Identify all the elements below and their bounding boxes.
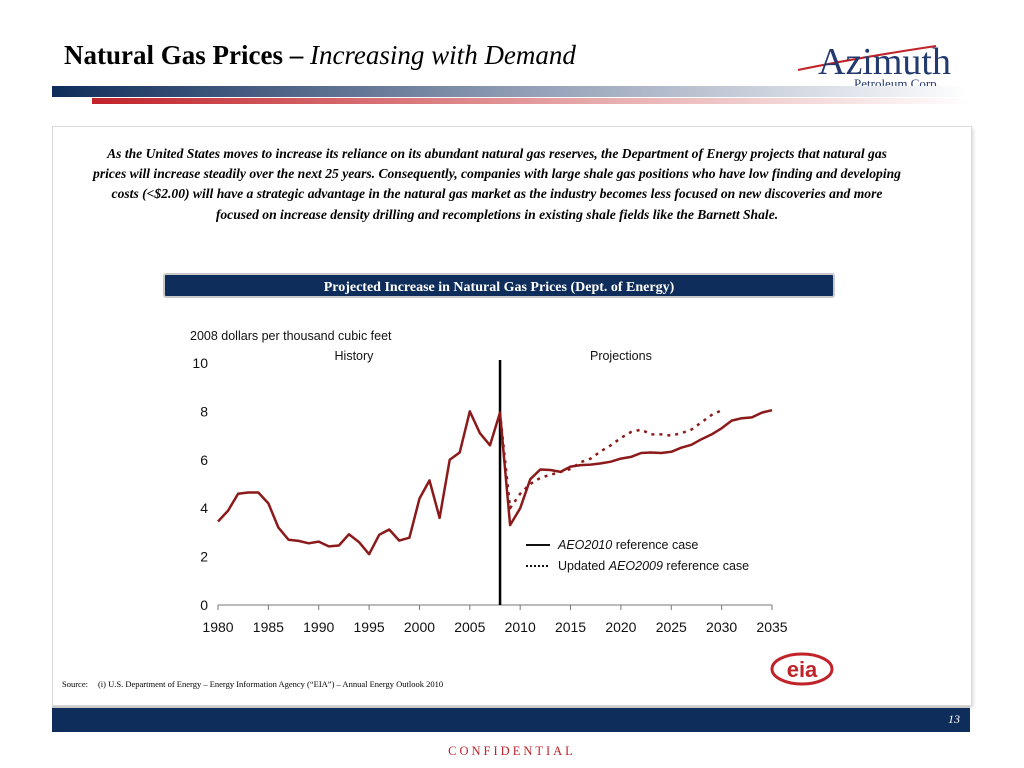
x-tick-label: 2010	[505, 619, 536, 635]
content-panel	[52, 126, 972, 706]
x-tick-label: 1995	[354, 619, 385, 635]
legend-entry-suffix: reference case	[663, 559, 749, 573]
series-aeo2009-line	[498, 409, 723, 510]
x-tick-label: 2015	[555, 619, 586, 635]
legend-entry-name: AEO2010	[557, 538, 612, 552]
chart-header: Projected Increase in Natural Gas Prices…	[163, 273, 835, 298]
source-text: (i) U.S. Department of Energy – Energy I…	[97, 679, 444, 689]
y-tick-label: 10	[192, 355, 208, 371]
y-tick-label: 6	[200, 452, 208, 468]
title-subtitle: Increasing with Demand	[309, 40, 576, 70]
x-tick-label: 2000	[404, 619, 435, 635]
logo-swoosh	[797, 45, 937, 71]
x-tick-label: 2030	[706, 619, 737, 635]
series-aeo2010-line	[217, 408, 773, 556]
eia-logo: eia	[770, 652, 834, 686]
header-gradient-rule	[52, 86, 972, 104]
gas-price-chart: 2008 dollars per thousand cubic feet Hist…	[190, 329, 788, 635]
source-label: Source:	[62, 679, 88, 689]
slide-title: Natural Gas Prices – Increasing with Dem…	[64, 40, 576, 71]
intro-paragraph: As the United States moves to increase i…	[93, 146, 901, 222]
x-tick-label: 2025	[656, 619, 687, 635]
legend-entry-suffix: reference case	[612, 538, 698, 552]
legend-entry-prefix: Updated	[558, 559, 609, 573]
x-tick-label: 1980	[202, 619, 233, 635]
source-note: Source: (i) U.S. Department of Energy – E…	[62, 679, 453, 689]
page-number: 13	[948, 712, 960, 726]
confidential-label: CONFIDENTIAL	[448, 744, 576, 758]
logo-name: Azimuth	[818, 41, 951, 83]
region-label-history: History	[335, 349, 375, 363]
legend-entry: AEO2010 reference case	[557, 538, 698, 552]
eia-logo-text: eia	[787, 657, 818, 682]
y-tick-label: 4	[200, 500, 208, 516]
x-tick-label: 2005	[454, 619, 485, 635]
x-tick-label: 2020	[605, 619, 636, 635]
x-tick-label: 1985	[253, 619, 284, 635]
y-tick-label: 8	[200, 403, 208, 419]
y-tick-label: 2	[200, 549, 208, 565]
x-tick-label: 1990	[303, 619, 334, 635]
region-label-projections: Projections	[590, 349, 652, 363]
y-tick-label: 0	[200, 597, 208, 613]
x-tick-label: 2035	[756, 619, 787, 635]
footer-bar: 13	[52, 706, 970, 732]
title-main: Natural Gas Prices –	[64, 40, 304, 70]
eia-logo-ring	[770, 652, 834, 686]
legend-entry: Updated AEO2009 reference case	[558, 559, 749, 573]
chart-unit-label: 2008 dollars per thousand cubic feet	[190, 329, 392, 343]
legend-entry-name: AEO2009	[608, 559, 663, 573]
